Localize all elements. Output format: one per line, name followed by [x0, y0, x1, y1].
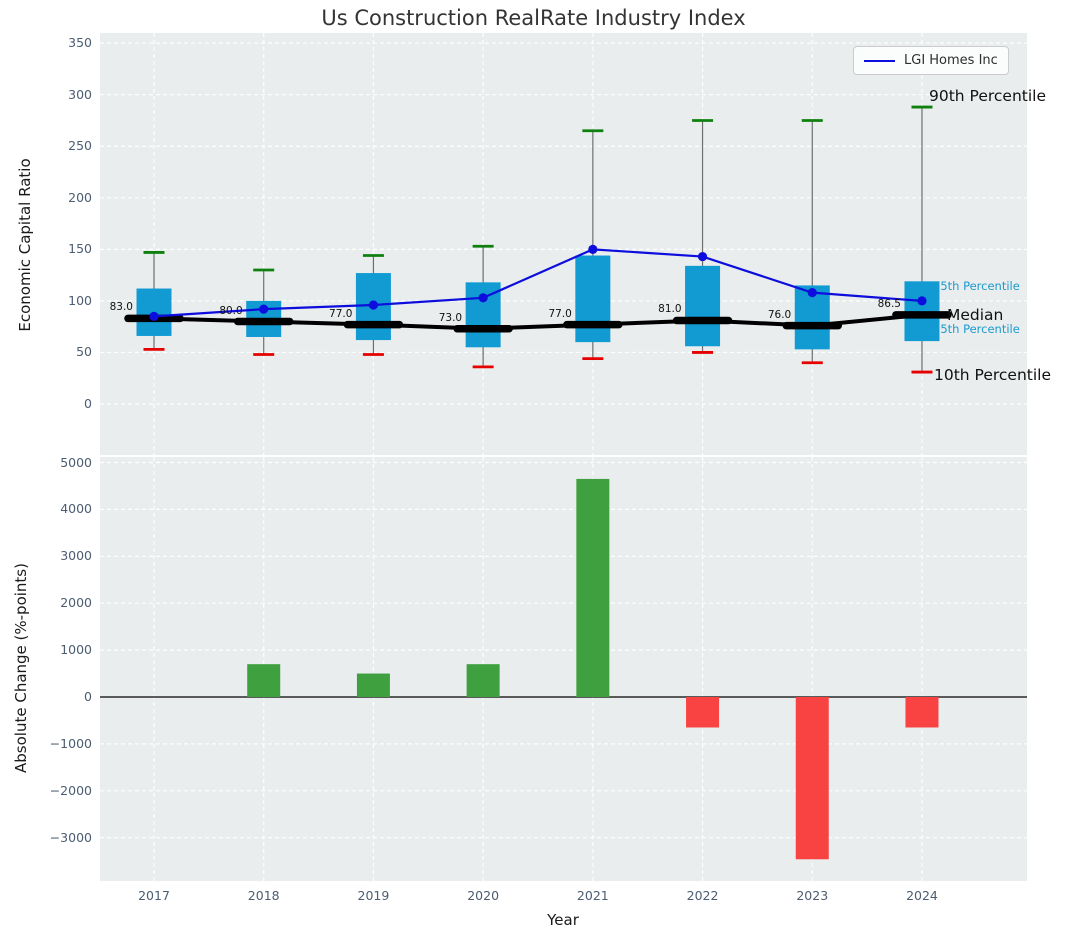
top-axes-boxplot — [100, 33, 1027, 455]
xtick-label-2019: 2019 — [333, 888, 413, 903]
median-value-label-2022: 81.0 — [640, 303, 682, 315]
change-bar-2022 — [686, 697, 719, 727]
xtick-label-2021: 2021 — [553, 888, 633, 903]
iqr-box-2021 — [575, 256, 610, 343]
ytick-label-top-50: 50 — [34, 343, 92, 360]
xtick-label-2017: 2017 — [114, 888, 194, 903]
ytick-label-top-100: 100 — [34, 292, 92, 309]
ytick-label-top-150: 150 — [34, 240, 92, 257]
lgi-homes-marker-2018 — [259, 305, 268, 314]
xtick-label-2018: 2018 — [224, 888, 304, 903]
ytick-label-bottom--3000: −3000 — [34, 829, 92, 846]
median-value-label-2020: 73.0 — [420, 312, 462, 324]
lgi-homes-marker-2023 — [808, 288, 817, 297]
ytick-label-bottom-2000: 2000 — [34, 594, 92, 611]
legend-label: LGI Homes Inc — [904, 53, 998, 68]
ytick-label-bottom-5000: 5000 — [34, 454, 92, 471]
change-bar-2024 — [905, 697, 938, 727]
change-bar-2021 — [576, 479, 609, 697]
ytick-label-bottom-1000: 1000 — [34, 641, 92, 658]
bottom-y-axis-label: Absolute Change (%-points) — [12, 563, 30, 773]
annotation-25th-percentile: 25th Percentile — [933, 322, 1020, 336]
xtick-label-2024: 2024 — [882, 888, 962, 903]
ytick-label-bottom-0: 0 — [34, 688, 92, 705]
xtick-label-2020: 2020 — [443, 888, 523, 903]
lgi-homes-marker-2020 — [479, 293, 488, 302]
ytick-label-bottom--1000: −1000 — [34, 735, 92, 752]
boxplot-canvas — [100, 33, 1027, 455]
median-value-label-2018: 80.0 — [201, 305, 243, 317]
annotation-90th-percentile: 90th Percentile — [929, 87, 1046, 105]
ytick-label-top-200: 200 — [34, 189, 92, 206]
median-value-label-2023: 76.0 — [749, 309, 791, 321]
ytick-label-top-350: 350 — [34, 34, 92, 51]
xtick-label-2022: 2022 — [663, 888, 743, 903]
legend: LGI Homes Inc — [853, 46, 1009, 75]
xtick-label-2023: 2023 — [772, 888, 852, 903]
ytick-label-bottom-3000: 3000 — [34, 547, 92, 564]
median-value-label-2024: 86.5 — [859, 298, 901, 310]
change-bar-2018 — [247, 664, 280, 697]
lgi-homes-marker-2017 — [149, 312, 158, 321]
top-y-axis-label: Economic Capital Ratio — [16, 158, 34, 331]
annotation-10th-percentile: 10th Percentile — [934, 366, 1051, 384]
lgi-homes-marker-2024 — [917, 296, 926, 305]
annotation-75th-percentile: 75th Percentile — [933, 279, 1020, 293]
x-axis-label: Year — [463, 911, 663, 929]
ytick-label-top-300: 300 — [34, 86, 92, 103]
ytick-label-top-0: 0 — [34, 395, 92, 412]
median-value-label-2019: 77.0 — [310, 308, 352, 320]
lgi-homes-marker-2021 — [588, 245, 597, 254]
lgi-homes-marker-2022 — [698, 252, 707, 261]
change-bar-2020 — [467, 664, 500, 697]
bottom-axes-barchart — [100, 457, 1027, 881]
change-bar-2023 — [796, 697, 829, 859]
change-bar-2019 — [357, 674, 390, 697]
median-value-label-2017: 83.0 — [91, 301, 133, 313]
lgi-homes-marker-2019 — [369, 300, 378, 309]
ytick-label-top-250: 250 — [34, 137, 92, 154]
barchart-canvas — [100, 457, 1027, 881]
figure: Us Construction RealRate Industry Index … — [0, 0, 1067, 942]
ytick-label-bottom-4000: 4000 — [34, 500, 92, 517]
iqr-box-2022 — [685, 266, 720, 346]
legend-line-swatch — [864, 60, 895, 62]
chart-title: Us Construction RealRate Industry Index — [0, 6, 1067, 30]
median-value-label-2021: 77.0 — [530, 308, 572, 320]
ytick-label-bottom--2000: −2000 — [34, 782, 92, 799]
